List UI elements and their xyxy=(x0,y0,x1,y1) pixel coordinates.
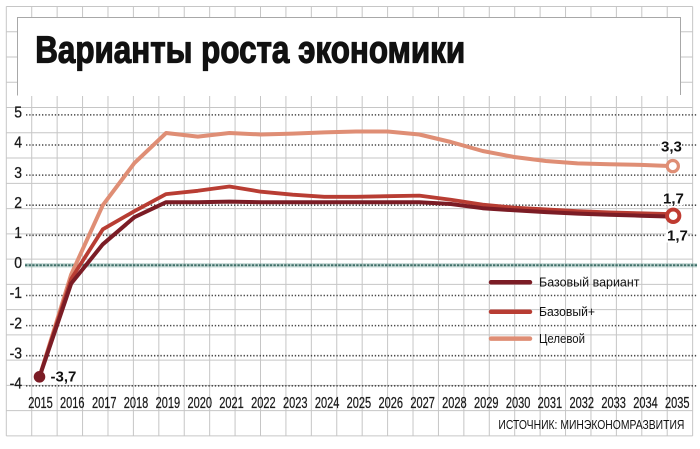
svg-text:1,7: 1,7 xyxy=(663,191,684,208)
svg-text:2: 2 xyxy=(14,195,22,212)
svg-text:2023: 2023 xyxy=(283,395,308,412)
svg-text:2024: 2024 xyxy=(315,395,340,412)
svg-text:2029: 2029 xyxy=(474,395,499,412)
svg-text:-2: -2 xyxy=(10,316,22,333)
svg-text:2016: 2016 xyxy=(60,395,85,412)
svg-text:3: 3 xyxy=(14,165,22,182)
svg-text:2030: 2030 xyxy=(506,395,531,412)
svg-text:2028: 2028 xyxy=(442,395,467,412)
svg-text:3,3: 3,3 xyxy=(661,139,682,156)
svg-text:ИСТОЧНИК: МИНЭКОНОМРАЗВИТИЯ: ИСТОЧНИК: МИНЭКОНОМРАЗВИТИЯ xyxy=(498,417,684,432)
svg-text:-3,7: -3,7 xyxy=(51,369,77,386)
svg-text:2027: 2027 xyxy=(410,395,435,412)
svg-text:2018: 2018 xyxy=(124,395,149,412)
svg-text:-3: -3 xyxy=(10,346,22,363)
svg-text:2025: 2025 xyxy=(347,395,372,412)
svg-text:Варианты роста экономики: Варианты роста экономики xyxy=(35,30,465,72)
svg-text:4: 4 xyxy=(14,135,22,152)
svg-text:2019: 2019 xyxy=(156,395,181,412)
svg-text:2035: 2035 xyxy=(665,395,690,412)
svg-text:2032: 2032 xyxy=(570,395,595,412)
svg-text:2031: 2031 xyxy=(538,395,563,412)
svg-text:2015: 2015 xyxy=(28,395,53,412)
svg-text:2020: 2020 xyxy=(187,395,212,412)
svg-text:Базовый+: Базовый+ xyxy=(539,304,595,319)
svg-text:-1: -1 xyxy=(10,286,22,303)
svg-text:1: 1 xyxy=(14,225,22,242)
svg-text:-4: -4 xyxy=(10,376,22,393)
svg-text:2021: 2021 xyxy=(219,395,244,412)
svg-text:Базовый вариант: Базовый вариант xyxy=(539,275,640,290)
svg-text:2026: 2026 xyxy=(378,395,403,412)
svg-text:0: 0 xyxy=(14,255,22,272)
svg-text:Целевой: Целевой xyxy=(539,331,585,346)
svg-text:2033: 2033 xyxy=(601,395,626,412)
svg-text:1,7: 1,7 xyxy=(667,228,688,245)
svg-text:2022: 2022 xyxy=(251,395,276,412)
svg-text:2017: 2017 xyxy=(92,395,117,412)
svg-text:2034: 2034 xyxy=(633,395,658,412)
svg-text:5: 5 xyxy=(14,105,22,122)
